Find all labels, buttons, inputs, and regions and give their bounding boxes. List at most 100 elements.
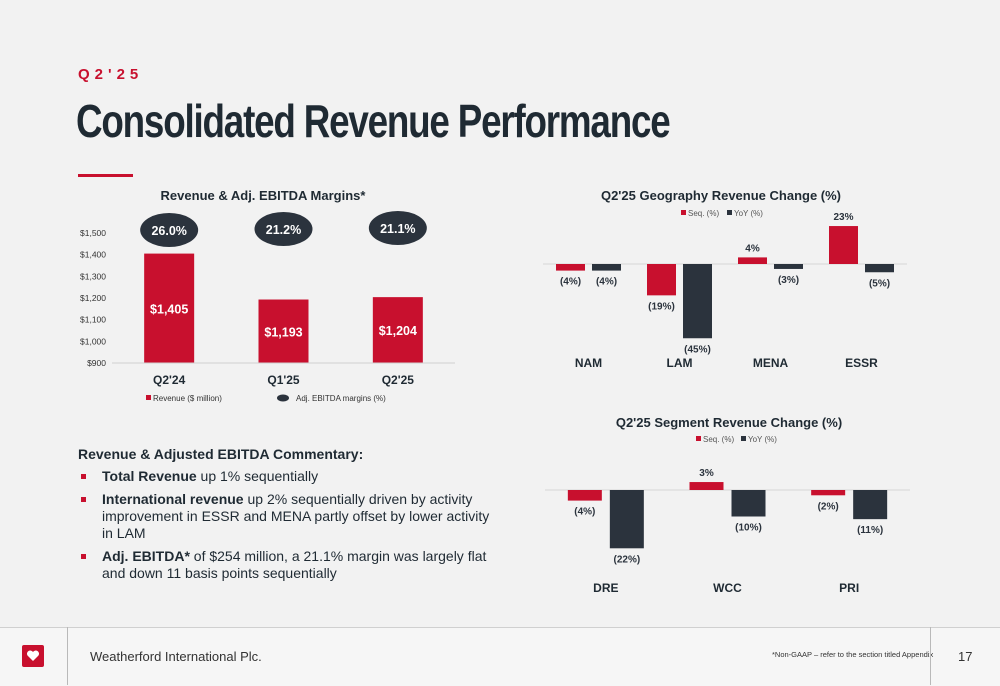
commentary-item-bold: Total Revenue <box>102 468 197 484</box>
revenue-ebitda-chart: Revenue & Adj. EBITDA Margins* $900 $1,00… <box>80 188 455 403</box>
bar-value-label: (3%) <box>778 275 799 286</box>
legend-swatch-yoy <box>727 210 732 215</box>
bar-value-label: (10%) <box>735 523 762 534</box>
bar-value-label: (19%) <box>648 301 675 312</box>
x-category-label: WCC <box>713 581 742 595</box>
charts-canvas: Revenue & Adj. EBITDA Margins* $900 $1,00… <box>80 188 910 595</box>
legend-swatch-margin <box>277 394 289 402</box>
geography-chart: Q2'25 Geography Revenue Change (%) Seq. … <box>543 188 907 370</box>
segment-bars: (4%) (22%) DRE 3% (10%) WCC (2%) (11%) PRI <box>545 468 910 595</box>
bar-value-label: (4%) <box>560 277 581 288</box>
title-rule <box>78 174 133 177</box>
legend-swatch-seq <box>696 436 701 441</box>
legend-swatch-yoy <box>741 436 746 441</box>
revenue-value-label: $1,405 <box>150 302 188 316</box>
x-category-label: ESSR <box>845 356 878 370</box>
seq-bar <box>647 264 676 296</box>
commentary-title: Revenue & Adjusted EBITDA Commentary: <box>78 446 364 462</box>
revenue-bars: $1,405 $1,193 $1,204 <box>144 253 423 363</box>
yoy-bar <box>683 264 712 339</box>
page-number: 17 <box>958 649 973 664</box>
margin-oval <box>368 211 427 245</box>
y-tick-label: $1,500 <box>80 228 106 238</box>
revenue-value-label: $1,204 <box>379 324 417 338</box>
commentary-item-text: up 1% sequentially <box>196 468 319 484</box>
company-name: Weatherford International Plc. <box>90 649 262 664</box>
seq-bar <box>829 226 858 264</box>
margin-ovals: 26.0% 21.2% 21.1% <box>140 211 427 247</box>
commentary-item-text: up 2% sequentially driven by activity im… <box>102 491 490 541</box>
chart-legend: Seq. (%) YoY (%) <box>681 209 763 218</box>
legend-label-yoy: YoY (%) <box>734 209 763 218</box>
seq-bar <box>738 257 767 264</box>
footnote: *Non-GAAP – refer to the section titled … <box>772 650 934 659</box>
seq-bar <box>567 490 602 501</box>
footer-divider <box>67 627 68 685</box>
y-tick-label: $1,000 <box>80 336 106 346</box>
legend-label-seq: Seq. (%) <box>703 435 734 444</box>
bar-value-label: 23% <box>833 212 853 223</box>
bullet-square <box>81 474 86 479</box>
y-tick-label: $1,100 <box>80 315 106 325</box>
revenue-bar <box>258 299 309 363</box>
y-axis: $900 $1,000 $1,100 $1,200 $1,300 $1,400 $1,500 <box>80 228 106 368</box>
commentary-list: Total Revenue up 1% sequentially Interna… <box>78 468 498 588</box>
commentary-item: Adj. EBITDA* of $254 million, a 21.1% ma… <box>78 548 498 582</box>
margin-value-label: 21.2% <box>266 223 301 237</box>
chart-title: Revenue & Adj. EBITDA Margins* <box>161 188 367 203</box>
bar-value-label: (2%) <box>818 501 839 512</box>
chart-legend: Seq. (%) YoY (%) <box>696 435 777 444</box>
revenue-bar <box>144 253 195 363</box>
margin-value-label: 21.1% <box>380 222 415 236</box>
commentary-item-bold: Adj. EBITDA* <box>102 548 190 564</box>
legend-label-yoy: YoY (%) <box>748 435 777 444</box>
legend-swatch-revenue <box>146 395 151 400</box>
yoy-bar <box>774 264 803 269</box>
x-category-label: PRI <box>839 581 859 595</box>
yoy-bar <box>592 264 621 271</box>
chart-title: Q2'25 Geography Revenue Change (%) <box>601 188 841 203</box>
company-logo <box>22 645 44 667</box>
bar-value-label: (4%) <box>574 507 595 518</box>
footer-divider <box>930 627 931 685</box>
bar-value-label: 4% <box>745 243 760 254</box>
legend-label-revenue: Revenue ($ million) <box>153 394 222 403</box>
commentary-item-text: of $254 million, a 21.1% margin was larg… <box>102 548 487 581</box>
y-tick-label: $1,300 <box>80 271 106 281</box>
x-category-label: Q1'25 <box>267 373 300 387</box>
bullet-square <box>81 497 86 502</box>
chart-legend: Revenue ($ million) Adj. EBITDA margins … <box>146 394 386 403</box>
y-tick-label: $900 <box>87 358 106 368</box>
margin-oval <box>140 213 199 247</box>
footer-bar <box>0 627 1000 686</box>
legend-label-seq: Seq. (%) <box>688 209 719 218</box>
revenue-value-label: $1,193 <box>264 325 302 339</box>
revenue-bar <box>372 297 423 363</box>
yoy-bar <box>609 490 644 549</box>
legend-label-margin: Adj. EBITDA margins (%) <box>296 394 386 403</box>
seq-bar <box>556 264 585 271</box>
yoy-bar <box>865 264 894 273</box>
yoy-bar <box>731 490 766 517</box>
bar-value-label: (4%) <box>596 277 617 288</box>
seq-bar <box>689 482 724 490</box>
bar-value-label: (22%) <box>613 554 640 565</box>
commentary-item: Total Revenue up 1% sequentially <box>78 468 498 485</box>
x-category-label: NAM <box>575 356 602 370</box>
heart-icon <box>26 650 40 661</box>
legend-swatch-seq <box>681 210 686 215</box>
segment-chart: Q2'25 Segment Revenue Change (%) Seq. (%… <box>545 415 910 595</box>
x-category-label: MENA <box>753 356 789 370</box>
bullet-square <box>81 554 86 559</box>
margin-value-label: 26.0% <box>151 224 186 238</box>
x-axis: Q2'24 Q1'25 Q2'25 <box>112 362 455 387</box>
page-title: Consolidated Revenue Performance <box>76 95 671 147</box>
x-category-label: Q2'25 <box>382 373 415 387</box>
bar-value-label: (5%) <box>869 278 890 289</box>
yoy-bar <box>853 490 888 520</box>
commentary-item-bold: International revenue <box>102 491 244 507</box>
section-eyebrow: Q2'25 <box>78 66 144 83</box>
bar-value-label: (45%) <box>684 344 711 355</box>
x-category-label: Q2'24 <box>153 373 186 387</box>
commentary-item: International revenue up 2% sequentially… <box>78 491 498 542</box>
